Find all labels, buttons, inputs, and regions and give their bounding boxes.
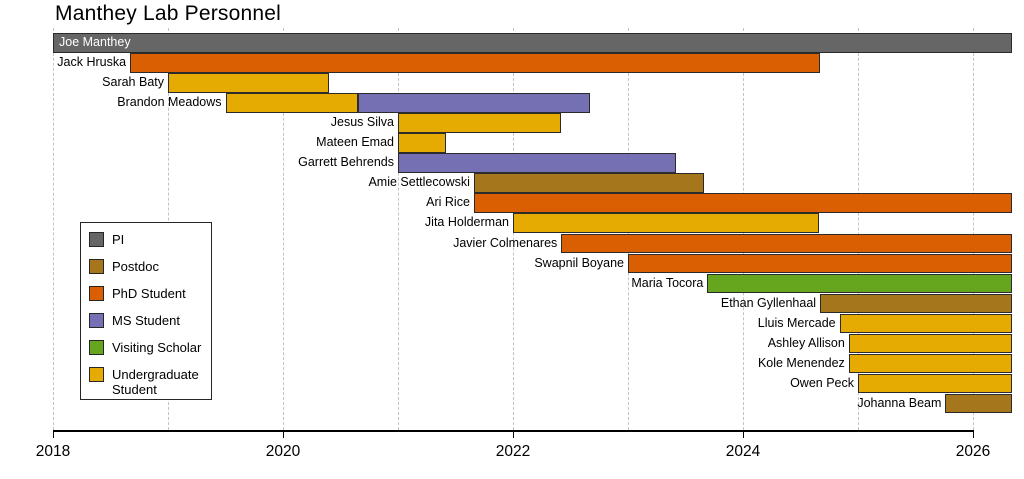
- gantt-bar: [130, 53, 821, 73]
- gantt-bar: [357, 93, 591, 113]
- row-label: Swapnil Boyane: [534, 255, 624, 270]
- legend-label: Postdoc: [112, 259, 159, 274]
- x-axis-tick-2020: [283, 430, 284, 438]
- legend-label: MS Student: [112, 313, 180, 328]
- gantt-bar: [848, 333, 1013, 354]
- legend: PI Postdoc PhD Student MS Student Visiting S…: [80, 222, 212, 400]
- row-label: Jita Holderman: [424, 215, 509, 230]
- chart-title: Manthey Lab Personnel: [55, 2, 282, 25]
- gantt-bar: [513, 213, 819, 233]
- gantt-bar: [707, 273, 1013, 294]
- gridline-2020: [283, 28, 284, 430]
- row-label: Jesus Silva: [330, 115, 394, 130]
- row-label: Garrett Behrends: [298, 155, 394, 170]
- gantt-bar: [168, 73, 329, 93]
- row-label: Jack Hruska: [57, 55, 127, 70]
- legend-swatch-visiting: [89, 340, 104, 355]
- gantt-bar: [473, 173, 704, 193]
- x-axis-tick-2026: [973, 430, 974, 438]
- gantt-bar: [848, 353, 1013, 374]
- x-axis-tick-2018: [53, 430, 54, 438]
- row-label: Owen Peck: [790, 375, 854, 390]
- x-axis-tick-label: 2018: [35, 443, 71, 460]
- gridline-2026: [973, 28, 974, 430]
- gantt-bar: [839, 313, 1013, 334]
- row-label: Ashley Allison: [767, 335, 845, 350]
- gantt-bar: [628, 253, 1013, 274]
- legend-label: PhD Student: [112, 286, 186, 301]
- row-label: Sarah Baty: [102, 75, 164, 90]
- row-label: Amie Settlecowski: [368, 175, 470, 190]
- gridline-2021: [398, 28, 399, 430]
- gantt-bar: [858, 373, 1013, 394]
- row-label: Joe Manthey: [59, 35, 131, 49]
- x-axis-tick-label: 2020: [265, 443, 301, 460]
- legend-swatch-undergrad: [89, 367, 104, 382]
- legend-label: Undergraduate Student: [112, 367, 199, 397]
- legend-swatch-pi: [89, 232, 104, 247]
- row-label: Brandon Meadows: [117, 95, 222, 110]
- row-label: Johanna Beam: [857, 395, 942, 410]
- legend-swatch-ms: [89, 313, 104, 328]
- gantt-bar: [473, 193, 1013, 213]
- gantt-bar: [561, 233, 1013, 253]
- x-axis-tick-label: 2024: [725, 443, 761, 460]
- row-label: Ethan Gyllenhaal: [720, 295, 817, 310]
- legend-swatch-phd: [89, 286, 104, 301]
- gantt-bar: [53, 33, 1013, 53]
- gantt-bar: [398, 133, 447, 153]
- gantt-bar: [398, 113, 562, 133]
- x-axis-tick-2024: [743, 430, 744, 438]
- x-axis-tick-label: 2022: [495, 443, 531, 460]
- x-axis-tick-label: 2026: [955, 443, 991, 460]
- row-label: Kole Menendez: [757, 355, 845, 370]
- row-label: Lluis Mercade: [757, 315, 836, 330]
- gridline-2018: [53, 28, 54, 430]
- gantt-bar: [820, 293, 1013, 314]
- legend-swatch-postdoc: [89, 259, 104, 274]
- legend-label: Visiting Scholar: [112, 340, 202, 355]
- gantt-bar: [225, 93, 358, 113]
- row-label: Maria Tocora: [631, 275, 704, 290]
- row-label: Mateen Emad: [316, 135, 394, 150]
- row-label: Javier Colmenares: [453, 235, 558, 250]
- legend-label: PI: [112, 232, 125, 247]
- x-axis-tick-2022: [513, 430, 514, 438]
- gridline-2025: [858, 28, 859, 430]
- row-label: Ari Rice: [426, 195, 470, 210]
- gantt-bar: [945, 393, 1013, 414]
- gantt-bar: [398, 153, 677, 173]
